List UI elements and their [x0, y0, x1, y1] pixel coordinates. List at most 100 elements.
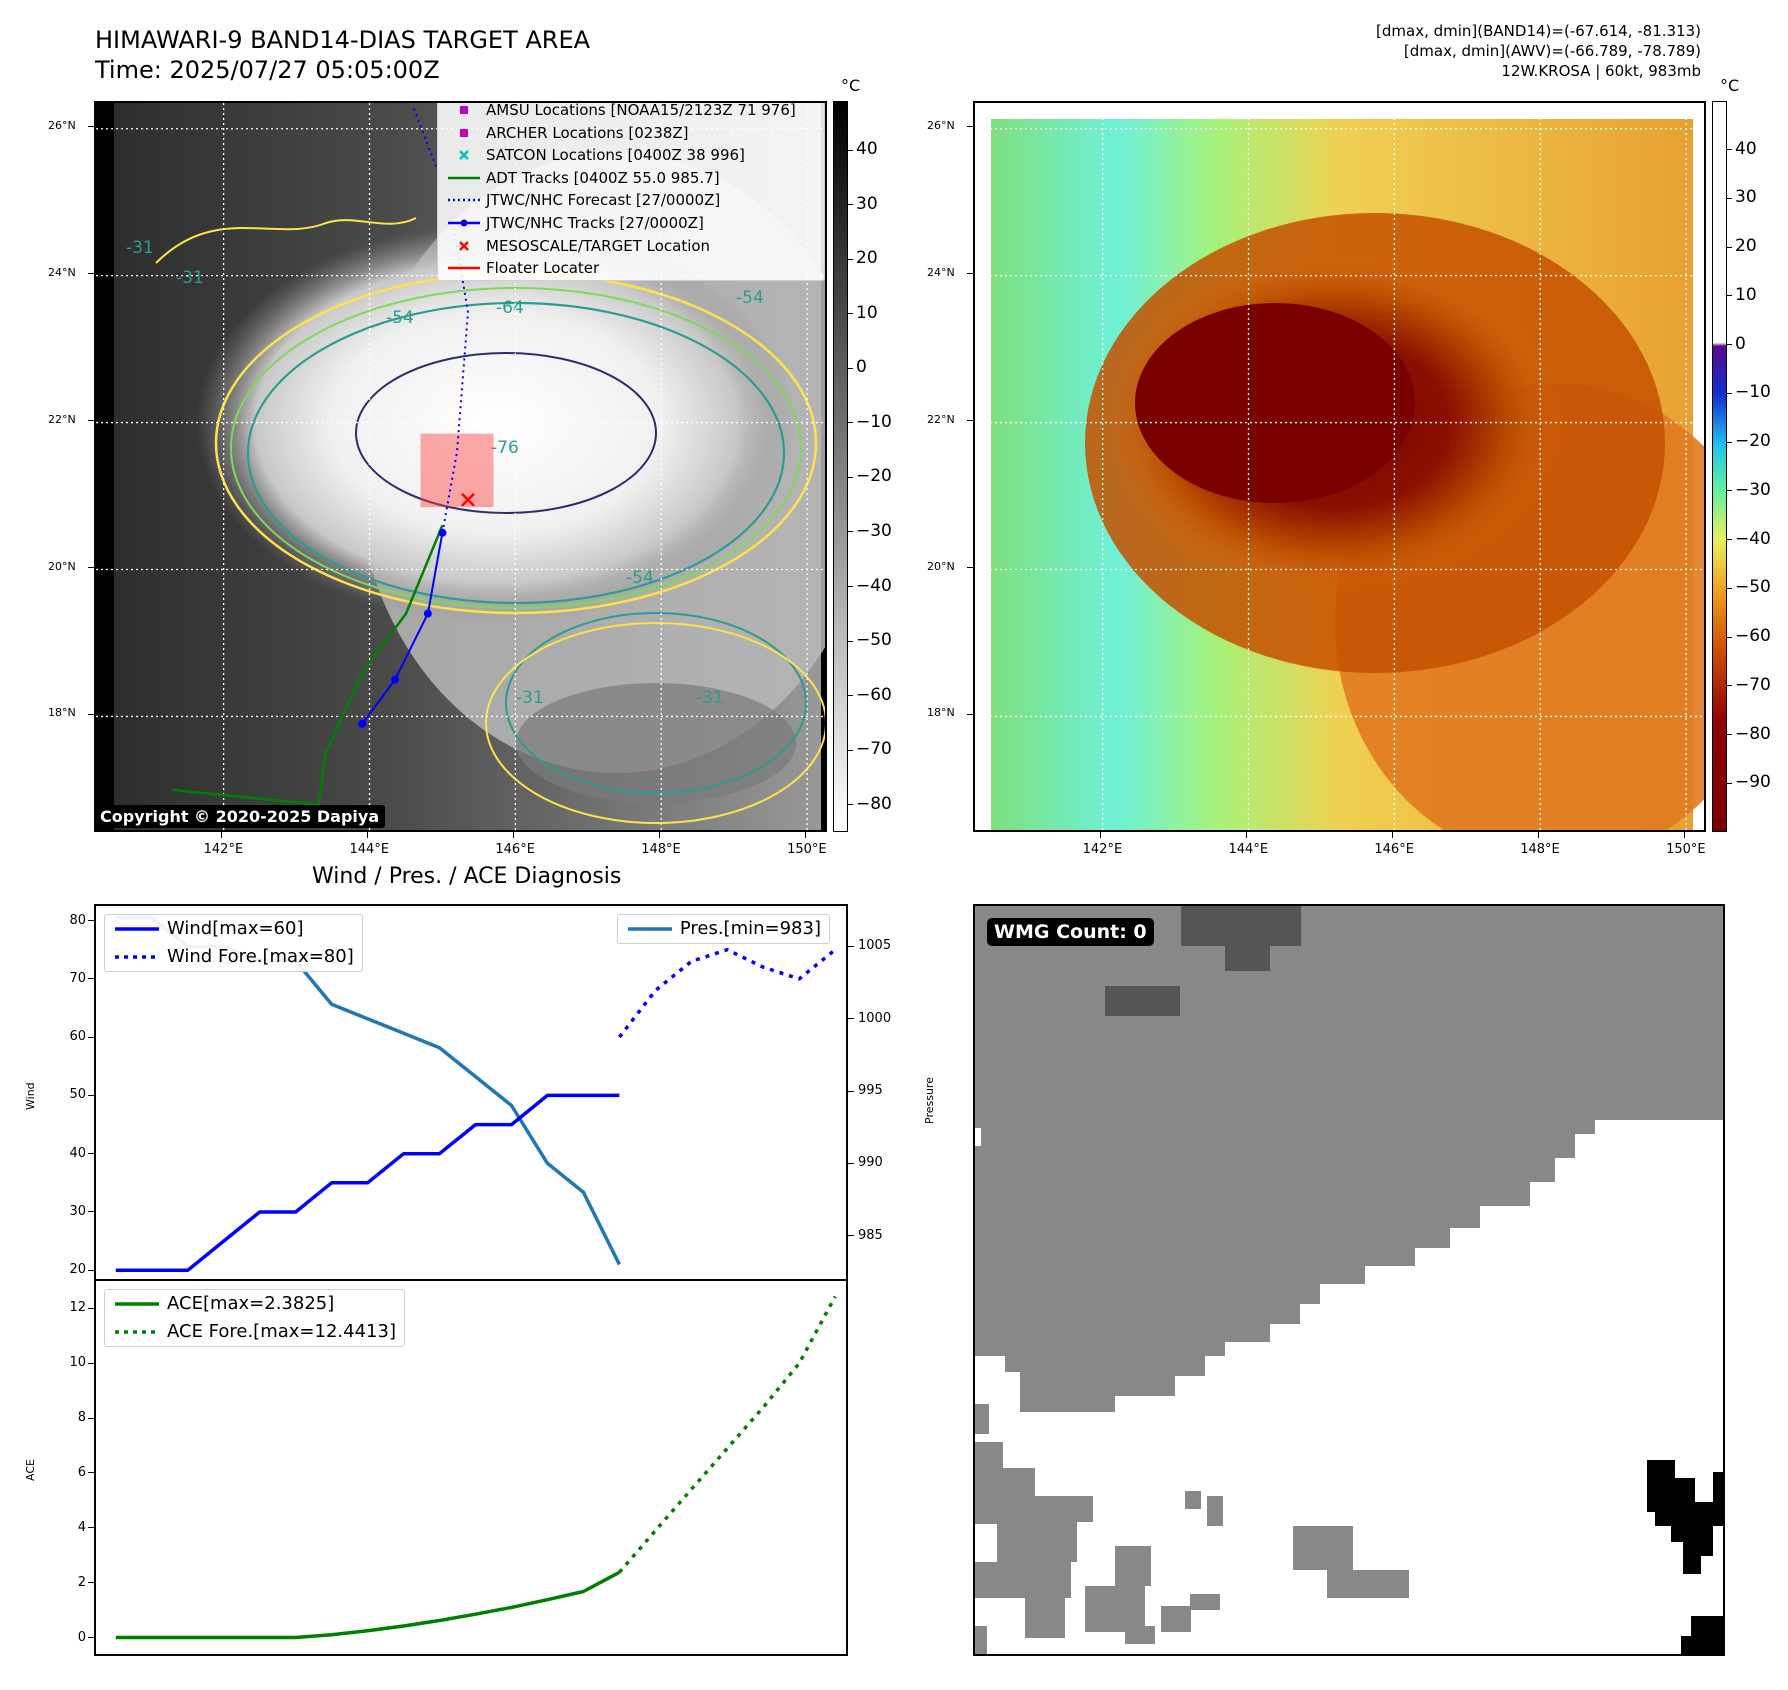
ir-legend-item: Floater Locater [438, 257, 824, 280]
wmg-patch-f [975, 1562, 1071, 1598]
ace-svg [115, 1295, 837, 1640]
colorbar-tick-mark [848, 695, 853, 697]
ir-legend-label: JTWC/NHC Tracks [27/0000Z] [486, 213, 704, 232]
ace-fore-legend-swatch [115, 1330, 159, 1334]
ace-fore-legend-label: ACE Fore.[max=12.4413] [167, 1321, 396, 1342]
adt-track-line [172, 524, 444, 806]
y-tick-mark [848, 945, 854, 947]
colorbar-tick-label: −10 [1735, 382, 1771, 403]
colorbar-tick-mark [1727, 392, 1732, 394]
y-tick-label: 0 [77, 1629, 86, 1645]
pres-legend-label: Pres.[min=983] [679, 918, 821, 939]
info-line3: 12W.KROSA | 60kt, 983mb [1501, 62, 1701, 80]
wmg-black-patch-3 [1681, 1616, 1723, 1654]
y-tick-mark [88, 1582, 94, 1584]
colorbar-tick-mark [848, 531, 853, 533]
contour-label: -31 [126, 238, 154, 258]
ir-legend-swatch [448, 266, 480, 270]
wmg-white-notch [975, 1128, 981, 1146]
target-box [420, 433, 494, 508]
y-tick-mark [88, 1362, 94, 1364]
lon-tick-mark [221, 832, 223, 838]
y-tick-mark [88, 1036, 94, 1038]
pressure-axis-label: Pressure [923, 1077, 936, 1124]
lat-tick-label: 26°N [48, 118, 76, 132]
wmg-panel: WMG Count: 0 [973, 904, 1725, 1656]
lat-tick-label: 20°N [927, 559, 955, 573]
contour-label: -31 [696, 688, 724, 708]
y-tick-label: 4 [77, 1519, 86, 1535]
colorbar-tick-label: −60 [1735, 626, 1771, 647]
y-tick-mark [88, 1417, 94, 1419]
wmg-dark-patch-1 [1181, 906, 1301, 946]
y-tick-mark [88, 1094, 94, 1096]
lat-tick-mark [967, 567, 973, 569]
info-line2: [dmax, dmin](AWV)=(-66.789, -78.789) [1403, 42, 1701, 60]
colorbar-tick-label: 30 [856, 193, 878, 214]
wmg-dark-patch-2 [1225, 946, 1270, 971]
wmg-patch-n [1161, 1606, 1191, 1632]
wmg-patch-m [1207, 1496, 1223, 1526]
lon-tick-mark [658, 832, 660, 838]
contour-label: -54 [736, 288, 764, 308]
contour-yellow-south [485, 622, 825, 824]
y-tick-label: 20 [69, 1262, 86, 1278]
wind-series-line [618, 947, 837, 1039]
wmg-count-badge: WMG Count: 0 [987, 918, 1154, 946]
wind-legend: Wind[max=60] Wind Fore.[max=80] [104, 914, 363, 972]
lat-tick-label: 22°N [927, 412, 955, 426]
colorbar-tick-label: 10 [1735, 284, 1757, 305]
colorbar-tick-mark [1727, 539, 1732, 541]
ir-colorbar-unit: °C [841, 76, 861, 95]
wmg-gray-region [975, 906, 1723, 1412]
wind-legend-label: Wind[max=60] [167, 918, 304, 939]
wind-fore-legend-item: Wind Fore.[max=80] [105, 943, 362, 971]
lon-tick-mark [512, 832, 514, 838]
y-tick-label: 1000 [858, 1010, 892, 1026]
wmg-patch-i [1115, 1546, 1151, 1586]
wind-series-line [115, 1093, 620, 1273]
ir-legend-item: MESOSCALE/TARGET Location [438, 235, 824, 258]
copyright-badge: Copyright © 2020-2025 Dapiya [96, 805, 386, 828]
ace-plot: ACE[max=2.3825] ACE Fore.[max=12.4413] [94, 1279, 848, 1656]
awv-map-svg [975, 103, 1704, 830]
colorbar-tick-mark [1727, 441, 1732, 443]
lon-tick-label: 142°E [203, 842, 244, 857]
lon-tick-label: 144°E [349, 842, 390, 857]
y-tick-mark [88, 920, 94, 922]
wind-legend-item: Wind[max=60] [105, 915, 362, 943]
jtwc-track-line [361, 532, 444, 725]
colorbar-tick-mark [1727, 587, 1732, 589]
awv-gridlines [975, 103, 1704, 830]
diagnosis-title: Wind / Pres. / ACE Diagnosis [312, 864, 622, 889]
wmg-patch-e [997, 1522, 1077, 1562]
lat-tick-mark [88, 126, 94, 128]
contour-label: -54 [626, 568, 654, 588]
lon-tick-mark [1391, 832, 1393, 838]
wmg-black-patch-1 [1647, 1460, 1713, 1574]
ir-legend-swatch [459, 240, 469, 251]
colorbar-tick-label: −50 [856, 630, 892, 651]
wmg-patch-h [1085, 1586, 1145, 1632]
colorbar-tick-mark [848, 313, 853, 315]
lon-tick-mark [1246, 832, 1247, 838]
colorbar-tick-mark [848, 422, 853, 424]
y-tick-label: 8 [77, 1410, 86, 1426]
y-tick-mark [848, 1235, 854, 1237]
colorbar-tick-mark [848, 640, 853, 642]
lon-tick-mark [1100, 832, 1102, 838]
lon-tick-label: 146°E [1374, 842, 1414, 857]
figure-title-line1: HIMAWARI-9 BAND14-DIAS TARGET AREA [95, 26, 591, 54]
info-line1: [dmax, dmin](BAND14)=(-67.614, -81.313) [1376, 22, 1701, 40]
lat-tick-mark [967, 420, 973, 422]
lat-tick-label: 18°N [48, 706, 76, 720]
colorbar-tick-label: −20 [856, 466, 892, 487]
colorbar-tick-mark [848, 586, 853, 587]
colorbar-tick-label: −90 [1735, 772, 1771, 793]
awv-colorbar [1712, 101, 1727, 832]
ace-legend-label: ACE[max=2.3825] [167, 1293, 335, 1314]
colorbar-tick-mark [1727, 197, 1732, 199]
colorbar-tick-label: −30 [856, 520, 892, 541]
colorbar-tick-label: 0 [1735, 333, 1746, 354]
colorbar-tick-label: −80 [1735, 723, 1771, 744]
